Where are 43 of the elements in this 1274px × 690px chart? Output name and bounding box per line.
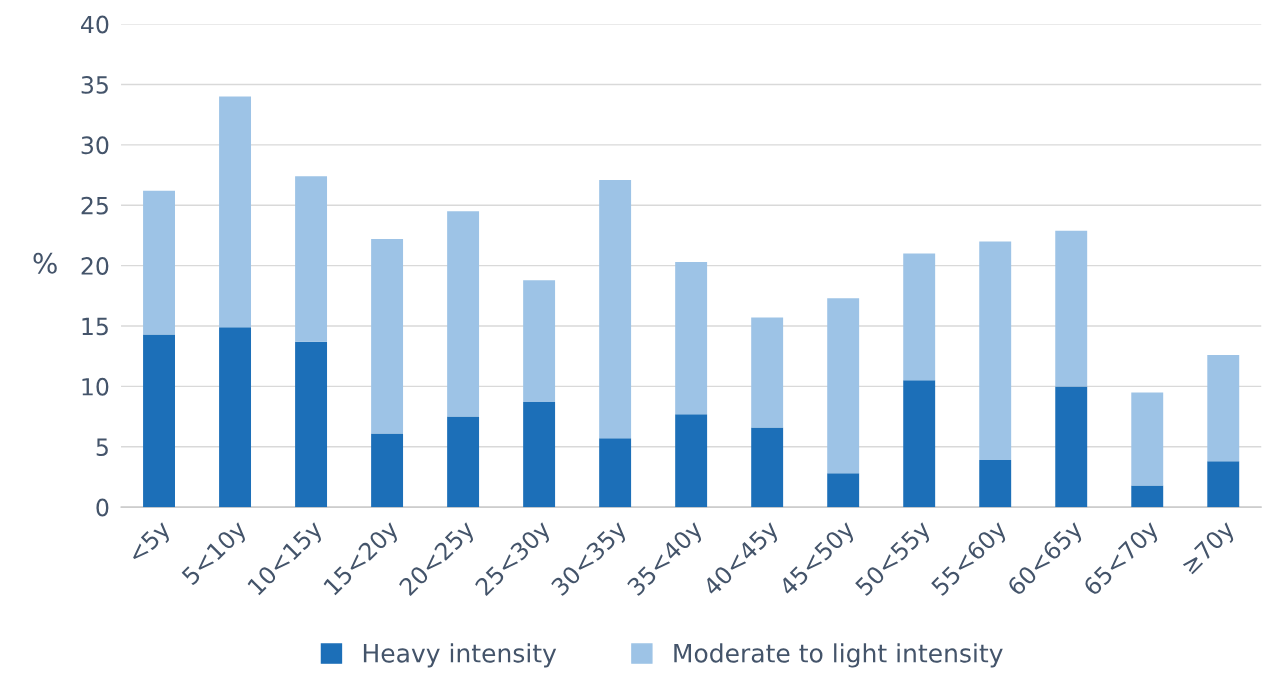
y-tick-label: 10 xyxy=(82,377,109,396)
y-tick-label: 40 xyxy=(81,15,109,34)
bar xyxy=(1055,230,1088,387)
y-tick-label: 0 xyxy=(96,498,109,517)
bar xyxy=(751,427,784,508)
bar xyxy=(1207,461,1240,508)
bar xyxy=(599,179,632,439)
legend-label: Moderate to light intensity xyxy=(674,643,1003,668)
bar xyxy=(523,280,556,403)
bar xyxy=(827,298,860,474)
bar xyxy=(371,239,404,434)
bar xyxy=(295,176,328,342)
bar xyxy=(523,402,556,508)
bar xyxy=(675,414,708,508)
bar xyxy=(1207,355,1240,462)
bar xyxy=(1055,386,1088,508)
bar xyxy=(903,380,936,508)
y-tick-label: 20 xyxy=(81,257,109,275)
y-tick-label: 25 xyxy=(81,196,108,215)
legend-label: Heavy intensity xyxy=(363,643,557,668)
y-tick-label: 5 xyxy=(96,438,108,457)
bar xyxy=(143,334,175,508)
bar xyxy=(219,327,252,508)
bar xyxy=(827,473,860,508)
y-tick-label: 15 xyxy=(82,317,108,336)
y-axis-title: % xyxy=(33,252,57,274)
bar xyxy=(979,241,1012,461)
bar xyxy=(447,211,480,417)
bar xyxy=(219,96,252,328)
bar xyxy=(675,262,708,415)
bar xyxy=(979,460,1012,508)
bar xyxy=(1131,392,1164,486)
bar xyxy=(295,341,328,508)
bar xyxy=(447,416,480,508)
y-tick-label: 35 xyxy=(81,75,108,94)
bar xyxy=(143,190,175,335)
bar xyxy=(371,433,404,508)
bar xyxy=(599,438,632,508)
bar xyxy=(903,253,936,381)
y-tick-label: 30 xyxy=(81,136,109,155)
bar xyxy=(1131,485,1164,508)
x-tick-label: <5y xyxy=(126,519,175,568)
bar xyxy=(751,317,784,428)
